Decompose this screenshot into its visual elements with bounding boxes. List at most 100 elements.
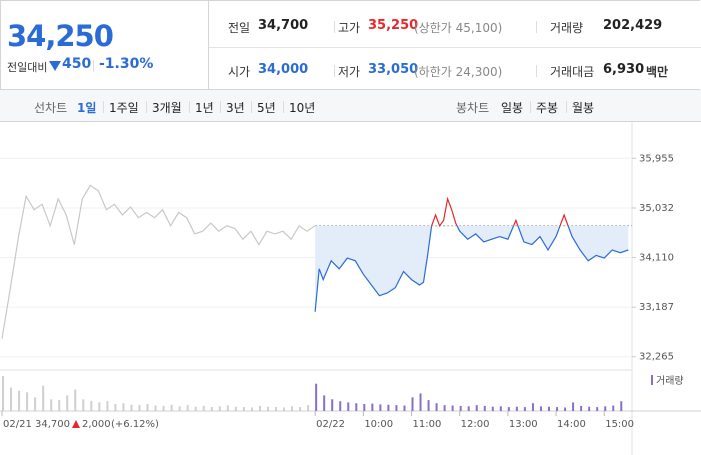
candle-chart-label: 봉차트: [456, 101, 490, 115]
volume-bar: [411, 397, 414, 411]
change-rate: -1.30%: [99, 56, 154, 72]
volume-bar: [523, 407, 526, 411]
volume-bar: [50, 399, 53, 411]
line-chart-label: 선차트: [34, 101, 68, 115]
tab-divider: [283, 101, 284, 113]
x-tick-label: 15:00: [605, 419, 634, 430]
stat-value: 33,050: [368, 62, 419, 77]
tab[interactable]: 10년: [289, 101, 316, 115]
divider: [536, 21, 537, 33]
stat-note: (하한가 24,300): [414, 65, 503, 79]
volume-bar: [266, 406, 269, 411]
volume-bar: [347, 402, 350, 411]
volume-bar: [10, 387, 13, 411]
volume-bar: [258, 405, 261, 411]
volume-bar: [403, 405, 406, 411]
tab-divider: [566, 101, 567, 113]
volume-bar: [283, 407, 286, 411]
x-tick-label: 02/21: [3, 419, 32, 430]
volume-bar: [395, 405, 398, 411]
volume-bar: [186, 405, 189, 411]
tab[interactable]: 3년: [226, 101, 245, 115]
stat-value: 34,700: [258, 18, 309, 33]
volume-bar: [323, 395, 326, 411]
volume-bar: [331, 399, 334, 411]
tab[interactable]: 주봉: [536, 101, 559, 115]
volume-bar: [178, 406, 181, 411]
volume-bar: [427, 400, 430, 411]
volume-bar: [18, 390, 21, 411]
tab[interactable]: 일봉: [501, 101, 524, 115]
annotation-change: 2,000: [82, 419, 111, 430]
stat-label: 전일: [228, 21, 251, 35]
price-line-above-close: [430, 196, 569, 226]
down-arrow: [49, 61, 61, 71]
x-tick-label: 10:00: [364, 419, 393, 430]
y-tick-label: 34,110: [639, 253, 674, 264]
stat-label: 시가: [228, 65, 251, 79]
tab-divider: [220, 101, 221, 113]
change-label: 전일대비: [7, 61, 48, 74]
volume-bar: [130, 404, 133, 411]
volume-bar: [531, 403, 534, 411]
volume-bar: [572, 402, 575, 411]
y-tick-label: 35,032: [639, 203, 674, 214]
tab[interactable]: 5년: [257, 101, 276, 115]
volume-bar: [315, 383, 318, 411]
annotation-close: 34,700: [35, 419, 70, 430]
stat-value: 35,250: [368, 18, 419, 33]
tab[interactable]: 1주일: [109, 101, 139, 115]
divider: [209, 47, 701, 48]
stat-unit: 백만: [646, 65, 669, 79]
volume-bar: [114, 403, 117, 411]
volume-bar: [218, 406, 221, 411]
tab[interactable]: 1일: [77, 101, 97, 115]
up-triangle: [72, 420, 80, 428]
volume-bar: [620, 401, 623, 411]
volume-bar: [435, 403, 438, 411]
volume-bar: [580, 405, 583, 411]
stat-value: 34,000: [258, 62, 309, 77]
volume-bar: [170, 404, 173, 411]
volume-bar: [307, 405, 310, 411]
stat-label: 저가: [338, 65, 361, 79]
volume-bar: [226, 405, 229, 411]
volume-bar: [210, 407, 213, 411]
current-price: 34,250: [7, 19, 114, 53]
volume-bar: [371, 403, 374, 411]
volume-bar: [82, 399, 85, 411]
volume-bar: [74, 389, 77, 411]
volume-bar: [564, 407, 567, 411]
volume-bar: [515, 406, 518, 411]
tab[interactable]: 월봉: [572, 101, 595, 115]
annotation-rate: (+6.12%): [111, 419, 159, 430]
divider: [93, 60, 94, 72]
volume-bar: [387, 404, 390, 411]
down-triangle: [49, 61, 61, 71]
tab-divider: [189, 101, 190, 113]
volume-bar: [2, 375, 4, 411]
legend-label: 거래량: [656, 375, 684, 387]
volume-bar: [66, 395, 69, 411]
stat-note: (상한가 45,100): [414, 21, 503, 35]
volume-bar: [26, 392, 29, 411]
volume-bar: [90, 400, 93, 411]
volume-bar: [106, 401, 109, 411]
volume-bar: [98, 402, 101, 411]
volume-bar: [162, 405, 165, 411]
volume-bar: [467, 406, 470, 411]
x-tick-label: 14:00: [557, 419, 586, 430]
toolbar: [0, 90, 701, 122]
divider: [536, 65, 537, 77]
volume-bar: [355, 403, 358, 411]
volume-bar: [146, 403, 149, 411]
y-tick-label: 33,187: [639, 302, 674, 313]
tab[interactable]: 1년: [195, 101, 214, 115]
area-fill: [315, 225, 629, 312]
x-tick-label: 13:00: [509, 419, 538, 430]
tab[interactable]: 3개월: [152, 101, 182, 115]
volume-bar: [379, 404, 382, 411]
volume-bar: [459, 405, 462, 411]
stat-label: 고가: [338, 21, 361, 35]
volume-bar: [339, 401, 342, 411]
